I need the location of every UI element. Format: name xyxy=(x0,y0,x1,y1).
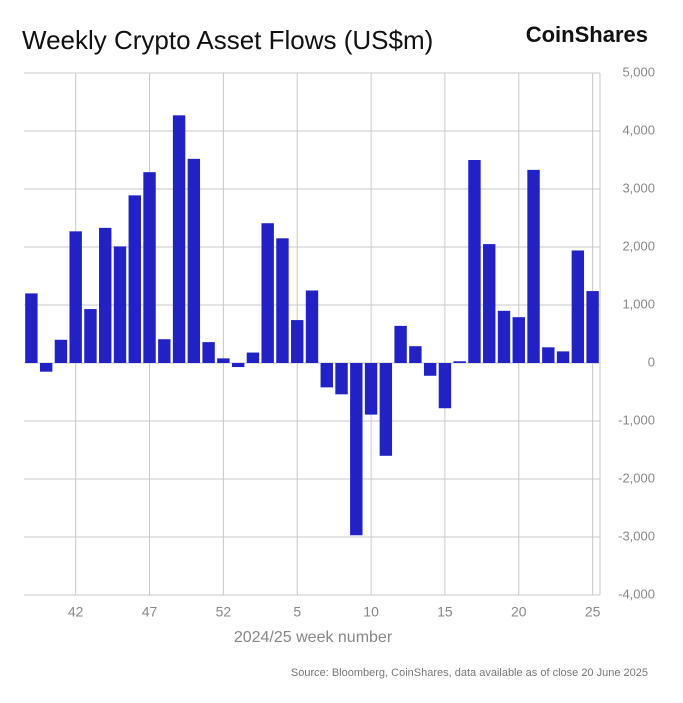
bar xyxy=(69,231,82,363)
x-axis-label: 2024/25 week number xyxy=(234,629,393,646)
x-tick-label: 25 xyxy=(585,604,601,620)
chart-title: Weekly Crypto Asset Flows (US$m) xyxy=(22,25,433,55)
bar xyxy=(571,250,585,363)
bar xyxy=(497,310,511,363)
x-tick-label: 15 xyxy=(437,604,453,620)
bar xyxy=(231,363,245,368)
bar xyxy=(172,115,186,363)
bar xyxy=(99,227,112,363)
y-tick-label: 3,000 xyxy=(622,180,655,195)
bar xyxy=(542,347,555,363)
y-tick-label: 0 xyxy=(648,354,655,369)
bar xyxy=(438,363,452,409)
bar xyxy=(54,339,68,363)
bar xyxy=(468,160,481,363)
bar xyxy=(217,358,230,363)
y-tick-label: -4,000 xyxy=(618,586,655,601)
bar xyxy=(113,246,127,363)
bar xyxy=(586,291,599,363)
bar xyxy=(128,195,141,363)
bar xyxy=(335,363,348,395)
bar xyxy=(350,363,363,536)
bar xyxy=(158,339,171,363)
brand-logo: CoinShares xyxy=(526,22,648,47)
bar xyxy=(246,352,260,363)
bar xyxy=(276,238,289,363)
y-tick-label: -3,000 xyxy=(618,528,655,543)
x-tick-label: 20 xyxy=(511,604,527,620)
bar xyxy=(527,169,540,363)
bar xyxy=(556,351,570,363)
bar xyxy=(187,158,201,363)
source-note: Source: Bloomberg, CoinShares, data avai… xyxy=(291,667,648,679)
bar xyxy=(364,363,378,415)
x-tick-label: 47 xyxy=(142,604,158,620)
x-tick-label: 52 xyxy=(216,604,232,620)
bar xyxy=(305,290,319,363)
y-tick-label: -1,000 xyxy=(618,412,655,427)
bar xyxy=(409,346,422,363)
x-tick-label: 42 xyxy=(68,604,84,620)
bar xyxy=(84,309,97,363)
bar xyxy=(143,172,156,363)
bar xyxy=(379,363,393,456)
y-tick-label: 5,000 xyxy=(622,64,655,79)
x-tick-label: 10 xyxy=(363,604,379,620)
bar xyxy=(39,363,53,372)
bar xyxy=(261,223,274,363)
bar xyxy=(394,325,407,363)
bar xyxy=(423,363,437,376)
bar xyxy=(25,293,38,363)
y-tick-label: -2,000 xyxy=(618,470,655,485)
bar xyxy=(453,361,466,363)
y-tick-label: 2,000 xyxy=(622,238,655,253)
bar xyxy=(483,244,496,363)
x-tick-label: 5 xyxy=(293,604,301,620)
bar xyxy=(512,317,525,363)
y-tick-label: 1,000 xyxy=(622,296,655,311)
bar xyxy=(291,320,304,363)
y-tick-label: 4,000 xyxy=(622,122,655,137)
bar xyxy=(202,342,215,363)
bar xyxy=(320,363,333,388)
